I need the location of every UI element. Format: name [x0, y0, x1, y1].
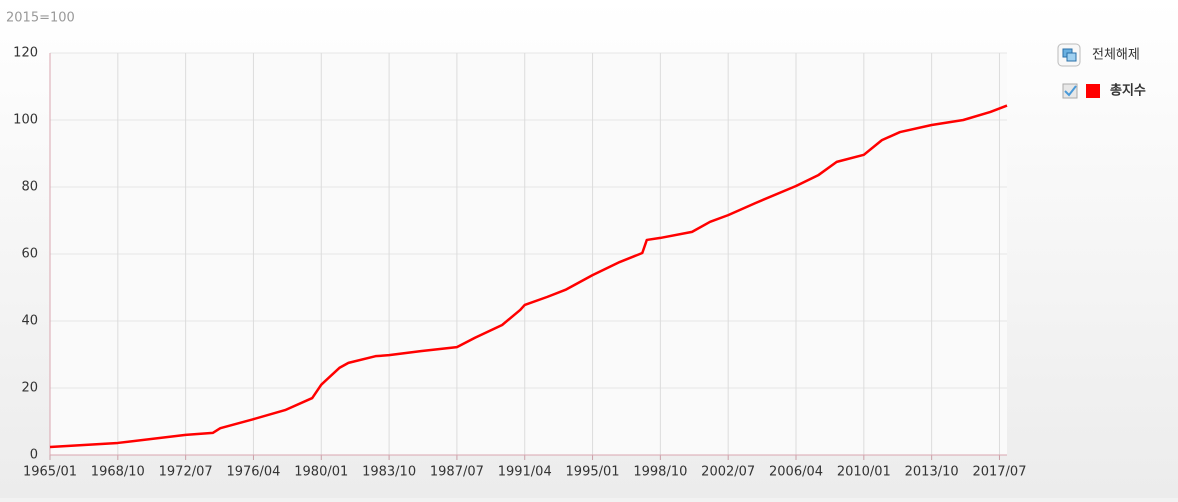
- y-tick-label: 120: [13, 46, 38, 61]
- x-tick-label: 1987/07: [430, 465, 484, 480]
- y-tick-label: 0: [30, 448, 38, 463]
- y-tick-label: 80: [21, 180, 38, 195]
- x-tick-label: 2010/01: [837, 465, 891, 480]
- y-tick-label: 20: [21, 381, 38, 396]
- y-tick-label: 60: [21, 247, 38, 262]
- x-tick-label: 1980/01: [294, 465, 348, 480]
- x-tick-label: 1991/04: [498, 465, 552, 480]
- x-tick-label: 1983/10: [362, 465, 416, 480]
- clear-button[interactable]: 전체해제: [1057, 43, 1140, 67]
- x-tick-label: 1965/01: [23, 465, 77, 480]
- legend-swatch: [1086, 84, 1100, 98]
- y-tick-label: 40: [21, 314, 38, 329]
- x-tick-label: 2013/10: [905, 465, 959, 480]
- button-icon: [1066, 52, 1077, 62]
- unit-label: 2015=100: [6, 11, 75, 26]
- legend-check: [1064, 85, 1077, 97]
- x-tick-label: 1968/10: [91, 465, 145, 480]
- x-tick-label: 2006/04: [769, 465, 823, 480]
- legend-label[interactable]: 총지수: [1110, 83, 1146, 99]
- y-tick-label: 100: [13, 113, 38, 128]
- x-tick-label: 2002/07: [701, 465, 755, 480]
- button-label[interactable]: 전체해제: [1092, 48, 1140, 63]
- x-tick-label: 1998/10: [633, 465, 687, 480]
- legend-checkbox[interactable]: [1062, 83, 1078, 99]
- x-tick-label: 1972/07: [159, 465, 213, 480]
- series-line: [49, 104, 1008, 449]
- x-tick-label: 2017/07: [972, 465, 1026, 480]
- x-tick-label: 1976/04: [226, 465, 280, 480]
- x-tick-label: 1995/01: [566, 465, 620, 480]
